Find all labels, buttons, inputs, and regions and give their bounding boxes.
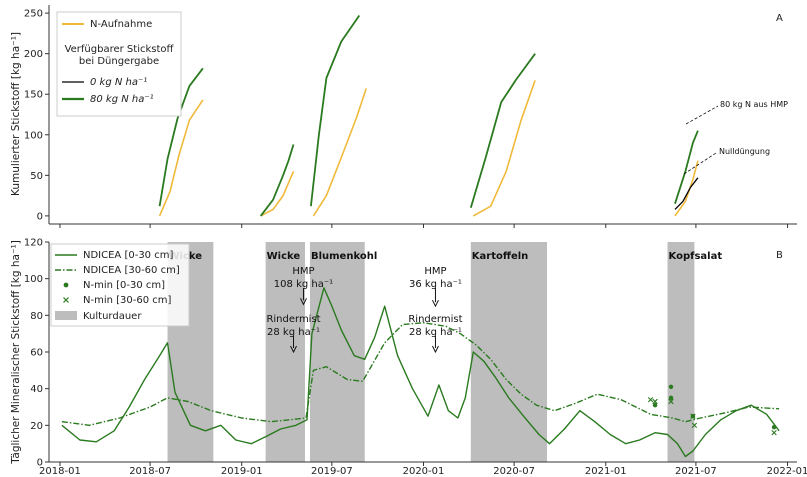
panel-b-y-tick-label: 20 (30, 421, 43, 432)
annotation-text: HMP (292, 266, 314, 277)
panel-b-y-tick-label: 60 (30, 348, 43, 359)
legend-label-n-aufnahme: N-Aufnahme (90, 19, 152, 30)
panel-a-y-tick-label: 250 (24, 9, 43, 20)
panel-b-y-tick-label: 40 (30, 384, 43, 395)
crop-label-wicke: Wicke (267, 251, 301, 262)
panel-a-y-label: Kumulierter Stickstoff [kg ha⁻¹] (10, 32, 22, 196)
annotation-amount: 108 kg ha⁻¹ (274, 279, 333, 290)
panel-a-y-tick-label: 50 (30, 171, 43, 182)
panel-a-line-80-kg-n-ha-4 (674, 130, 699, 204)
panel-a-line-80-kg-n-ha-2 (310, 14, 361, 207)
legend-label-80-kg: 80 kg N ha⁻¹ (90, 94, 154, 105)
panel-b-y-tick-label: 100 (24, 274, 43, 285)
legend-label-nmin-30-60: N-min [30-60 cm] (83, 295, 172, 306)
annotation-nulldungung: Nulldüngung (719, 147, 770, 156)
crop-label-kopfsalat: Kopfsalat (669, 251, 723, 262)
panel-a-annotations: 80 kg N aus HMP Nulldüngung (683, 100, 788, 175)
panel-b-y-tick-label: 0 (37, 458, 43, 469)
panel-b-line-ndicea-30-60-cm (61, 322, 780, 426)
kulturdauer-band-kartoffeln (470, 242, 548, 462)
legend-patch-kulturdauer (55, 311, 77, 320)
legend-label-kulturdauer: Kulturdauer (83, 311, 142, 322)
legend-label-ndicea-30-60: NDICEA [30-60 cm] (83, 265, 180, 276)
scatter-point-n-min-0-30-cm (652, 402, 658, 408)
scatter-point-n-min-0-30-cm (771, 424, 777, 430)
scatter-point-n-min-30-60-cm (690, 413, 696, 419)
annotation-arrowhead (432, 299, 439, 308)
panel-b: WickeWickeBlumenkohlKartoffelnKopfsalat … (10, 238, 807, 477)
panel-a-label: A (776, 13, 783, 24)
panel-a-y-tick-label: 0 (37, 211, 43, 222)
panel-b-x-tick-label: 2021-07 (675, 466, 717, 477)
panel-b-x-tick-label: 2018-01 (39, 466, 81, 477)
panel-a-line-n-aufnahme-3 (472, 80, 536, 217)
panel-b-x-tick-label: 2022-01 (767, 466, 807, 477)
panel-a-line-0-kg-n-ha-0 (674, 177, 699, 210)
panel-b-x-tick-label: 2019-01 (221, 466, 263, 477)
annotation-amount: 28 kg ha⁻¹ (267, 327, 320, 338)
scatter-point-n-min-30-60-cm (771, 429, 777, 436)
annotation-hmp-2: HMP 36 kg ha⁻¹ (409, 266, 462, 308)
crop-label-kartoffeln: Kartoffeln (472, 251, 529, 262)
kulturdauer-band-wicke (265, 242, 305, 462)
panel-b-y-tick-label: 120 (24, 238, 43, 249)
annotation-text: Rindermist (266, 314, 320, 325)
kulturdauer-band-blumenkohl (309, 242, 365, 462)
panel-b-x-tick-label: 2020-01 (403, 466, 445, 477)
panel-a-y-tick-label: 100 (24, 130, 43, 141)
scatter-point-n-min-0-30-cm (668, 395, 674, 401)
panel-b-y-label: Täglicher Mineralischer Stickstoff [kg h… (10, 240, 22, 465)
panel-a-y-tick-label: 200 (24, 49, 43, 60)
panel-b-x-tick-label: 2021-01 (585, 466, 627, 477)
legend-marker-nmin-0-30 (63, 282, 69, 288)
panel-a-line-n-aufnahme-2 (312, 88, 367, 217)
legend-marker-nmin-30-60 (63, 297, 69, 303)
panel-a-y-tick-label: 150 (24, 90, 43, 101)
panel-b-x-tick-label: 2018-07 (129, 466, 171, 477)
annotation-rindermist-1: Rindermist 28 kg ha⁻¹ (266, 314, 321, 354)
legend-label-ndicea-0-30: NDICEA [0-30 cm] (83, 250, 173, 261)
kulturdauer-band-kopfsalat (667, 242, 695, 462)
panel-b-x-tick-label: 2020-07 (493, 466, 535, 477)
scatter-point-n-min-30-60-cm (647, 396, 654, 403)
panel-b-y-tick-label: 80 (30, 311, 43, 322)
annotation-rindermist-3: Rindermist 28 kg ha⁻¹ (408, 314, 463, 354)
panel-a-line-n-aufnahme-0 (158, 99, 204, 217)
crop-label-blumenkohl: Blumenkohl (311, 251, 377, 262)
scatter-point-n-min-30-60-cm (652, 398, 658, 405)
annotation-arrowhead (432, 345, 439, 354)
scatter-point-n-min-30-60-cm (668, 398, 674, 405)
legend-label-0-kg: 0 kg N ha⁻¹ (90, 77, 147, 88)
scatter-point-n-min-0-30-cm (668, 384, 674, 390)
panel-b-line-ndicea-0-30-cm (61, 287, 780, 458)
panel-b-x-tick-label: 2019-07 (311, 466, 353, 477)
annotation-amount: 36 kg ha⁻¹ (409, 279, 462, 290)
panel-a-line-80-kg-n-ha-0 (158, 67, 204, 207)
legend-label-nmin-0-30: N-min [0-30 cm] (83, 280, 165, 291)
panel-a-line-80-kg-n-ha-3 (469, 53, 536, 209)
annotation-leader-hmp (685, 105, 719, 125)
panel-a-line-80-kg-n-ha-1 (259, 144, 295, 217)
annotation-arrowhead (290, 345, 297, 354)
annotation-text: Rindermist (408, 314, 462, 325)
panel-b-label: B (776, 250, 783, 261)
annotation-80-kg-hmp: 80 kg N aus HMP (720, 100, 788, 109)
annotation-arrowhead (300, 298, 307, 306)
panel-a: Kumulierter Stickstoff [kg ha⁻¹] A 0 50 10… (10, 5, 797, 228)
legend-group-title: Verfügbarer Stickstoff bei Düngergabe (65, 44, 174, 67)
annotation-text: HMP (424, 266, 446, 277)
annotation-leader-nulldungung (683, 152, 717, 175)
annotation-hmp-0: HMP 108 kg ha⁻¹ (274, 266, 333, 306)
annotation-amount: 28 kg ha⁻¹ (409, 327, 462, 338)
panel-b-legend: NDICEA [0-30 cm] NDICEA [30-60 cm] N-min… (50, 243, 190, 327)
panel-a-line-n-aufnahme-1 (260, 170, 295, 217)
scatter-point-n-min-30-60-cm (691, 422, 698, 429)
panel-a-legend: N-Aufnahme Verfügbarer Stickstoff bei Dü… (56, 11, 182, 117)
